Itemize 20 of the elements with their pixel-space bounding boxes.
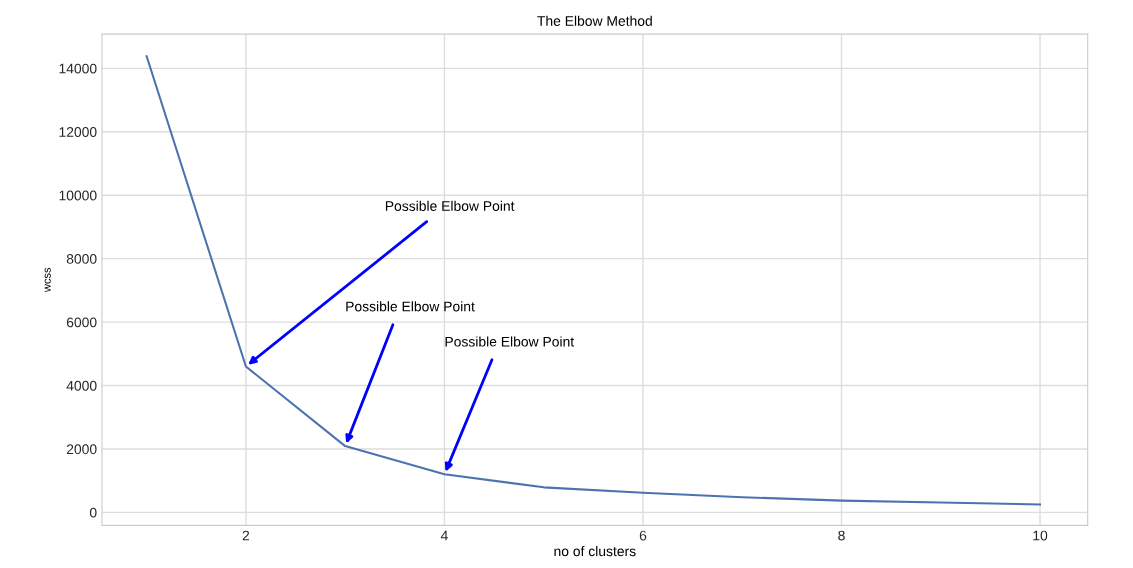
y-tick-label: 14000 — [59, 63, 97, 74]
x-axis-title: no of clusters — [554, 545, 636, 557]
y-tick-label: 10000 — [59, 190, 97, 201]
x-tick-label: 4 — [440, 530, 448, 541]
y-tick-label: 6000 — [66, 317, 97, 328]
annotation: Possible Elbow Point — [346, 301, 475, 312]
x-tick-label: 6 — [639, 530, 647, 541]
annotation: Possible Elbow Point — [445, 336, 575, 347]
x-tick-label: 10 — [1033, 530, 1048, 541]
y-tick-label: 12000 — [59, 127, 97, 137]
annotation: Possible Elbow Point — [385, 200, 515, 211]
y-tick-label: 0 — [89, 507, 97, 518]
x-tick-label: 2 — [242, 530, 250, 541]
chart-title: The Elbow Method — [537, 15, 652, 26]
x-tick-label: 8 — [838, 530, 845, 541]
line-series — [145, 55, 1042, 506]
y-tick-label: 2000 — [66, 444, 97, 455]
y-tick-label: 8000 — [66, 253, 97, 264]
y-axis-title: wcss — [44, 267, 51, 293]
y-tick-label: 4000 — [66, 380, 97, 391]
